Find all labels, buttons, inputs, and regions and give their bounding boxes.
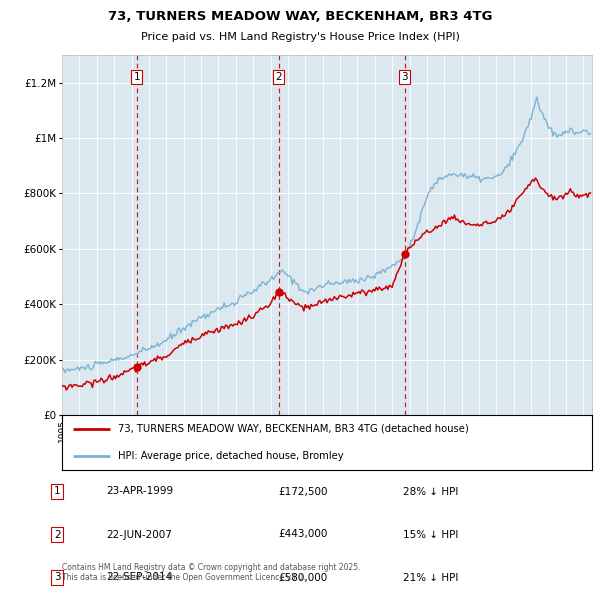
Text: 2: 2 [275,72,282,82]
Text: 28% ↓ HPI: 28% ↓ HPI [403,487,458,497]
Text: Price paid vs. HM Land Registry's House Price Index (HPI): Price paid vs. HM Land Registry's House … [140,32,460,42]
Text: £172,500: £172,500 [279,487,328,497]
Text: £580,000: £580,000 [279,572,328,582]
Text: £443,000: £443,000 [279,529,328,539]
Text: HPI: Average price, detached house, Bromley: HPI: Average price, detached house, Brom… [118,451,343,461]
Text: 22-SEP-2014: 22-SEP-2014 [106,572,172,582]
Text: 21% ↓ HPI: 21% ↓ HPI [403,572,458,582]
Text: 15% ↓ HPI: 15% ↓ HPI [403,529,458,539]
Text: Contains HM Land Registry data © Crown copyright and database right 2025.
This d: Contains HM Land Registry data © Crown c… [62,563,361,582]
Text: 1: 1 [134,72,140,82]
Text: 23-APR-1999: 23-APR-1999 [106,487,173,497]
Text: 1: 1 [54,487,61,497]
Text: 3: 3 [54,572,61,582]
Text: 73, TURNERS MEADOW WAY, BECKENHAM, BR3 4TG (detached house): 73, TURNERS MEADOW WAY, BECKENHAM, BR3 4… [118,424,469,434]
Text: 73, TURNERS MEADOW WAY, BECKENHAM, BR3 4TG: 73, TURNERS MEADOW WAY, BECKENHAM, BR3 4… [108,10,492,23]
Text: 3: 3 [401,72,408,82]
Text: 2: 2 [54,529,61,539]
Text: 22-JUN-2007: 22-JUN-2007 [106,529,172,539]
